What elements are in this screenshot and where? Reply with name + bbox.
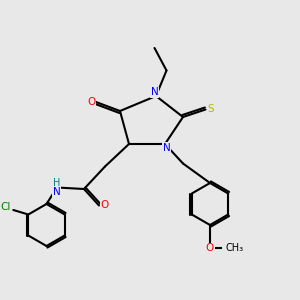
Text: N: N <box>151 87 158 98</box>
Text: N: N <box>52 187 60 197</box>
Text: S: S <box>208 104 214 115</box>
Text: O: O <box>206 243 214 253</box>
Text: O: O <box>87 97 96 107</box>
Text: CH₃: CH₃ <box>225 243 243 253</box>
Text: O: O <box>100 200 109 211</box>
Text: H: H <box>53 178 60 188</box>
Text: Cl: Cl <box>1 202 11 212</box>
Text: N: N <box>163 142 170 153</box>
